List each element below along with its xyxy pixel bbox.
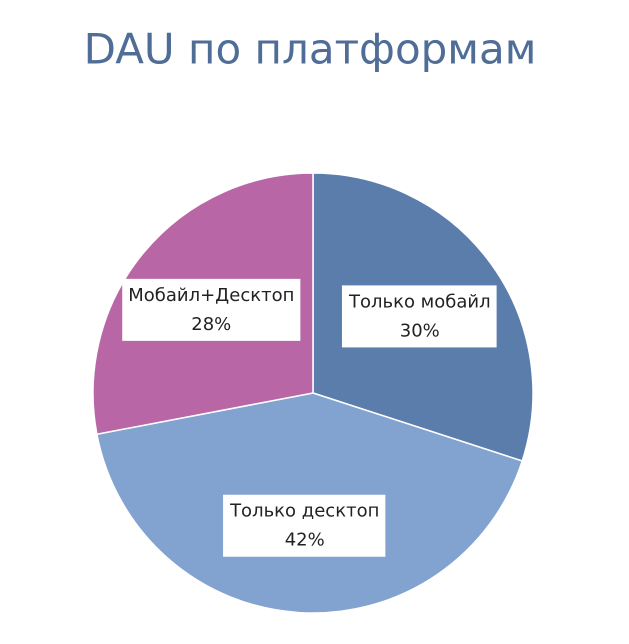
label-box bbox=[223, 494, 386, 557]
label-box bbox=[122, 278, 301, 341]
data-label: Только мобайл 30% bbox=[341, 285, 497, 348]
slice-name: Только мобайл bbox=[348, 291, 491, 312]
slice-value: 28% bbox=[191, 314, 231, 335]
data-label: Только десктоп 42% bbox=[223, 494, 386, 557]
chart-title: DAU по платформам bbox=[84, 25, 537, 74]
slice-value: 42% bbox=[285, 530, 325, 551]
slice-name: Мобайл+Десктоп bbox=[128, 285, 294, 306]
data-label: Мобайл+Десктоп 28% bbox=[122, 278, 301, 341]
label-box bbox=[341, 285, 497, 348]
slice-name: Только десктоп bbox=[229, 501, 379, 522]
slice-value: 30% bbox=[400, 320, 440, 341]
